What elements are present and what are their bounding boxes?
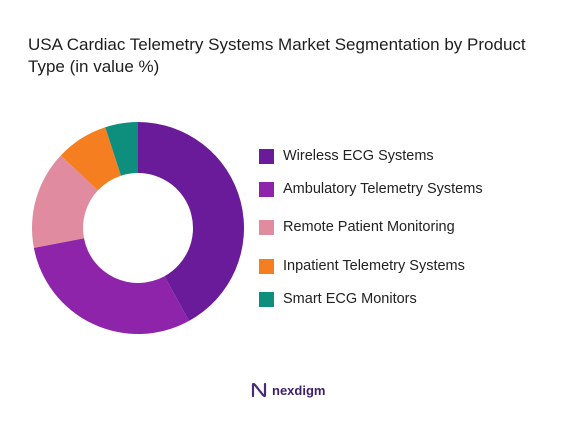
legend-label: Remote Patient Monitoring bbox=[283, 219, 455, 235]
donut-slice-smart-ecg-monitors bbox=[105, 122, 138, 176]
legend-swatch bbox=[259, 181, 274, 197]
legend-swatch bbox=[259, 258, 274, 274]
chart-legend: Wireless ECG Systems Ambulatory Telemetry… bbox=[259, 0, 559, 330]
legend-item: Remote Patient Monitoring bbox=[259, 219, 455, 235]
legend-item: Smart ECG Monitors bbox=[259, 291, 417, 307]
legend-label: Inpatient Telemetry Systems bbox=[283, 258, 465, 274]
legend-swatch bbox=[259, 219, 274, 235]
legend-item: Inpatient Telemetry Systems bbox=[259, 258, 465, 274]
chart-title: USA Cardiac Telemetry Systems Market Seg… bbox=[28, 35, 526, 76]
legend-item: Ambulatory Telemetry Systems bbox=[259, 181, 483, 197]
donut-slice-wireless-ecg-systems bbox=[138, 122, 245, 321]
donut-slice-ambulatory-telemetry-systems bbox=[33, 238, 190, 334]
legend-swatch bbox=[259, 148, 274, 164]
nexdigm-logo-icon bbox=[251, 382, 267, 398]
legend-swatch bbox=[259, 291, 274, 307]
donut-slice-inpatient-telemetry-systems bbox=[60, 127, 122, 191]
donut-slice-remote-patient-monitoring bbox=[32, 155, 98, 248]
brand-logo: nexdigm bbox=[250, 381, 325, 399]
legend-label: Smart ECG Monitors bbox=[283, 291, 417, 307]
legend-item: Wireless ECG Systems bbox=[259, 148, 434, 164]
legend-label: Ambulatory Telemetry Systems bbox=[283, 181, 483, 197]
legend-label: Wireless ECG Systems bbox=[283, 148, 434, 164]
brand-name: nexdigm bbox=[272, 382, 326, 398]
